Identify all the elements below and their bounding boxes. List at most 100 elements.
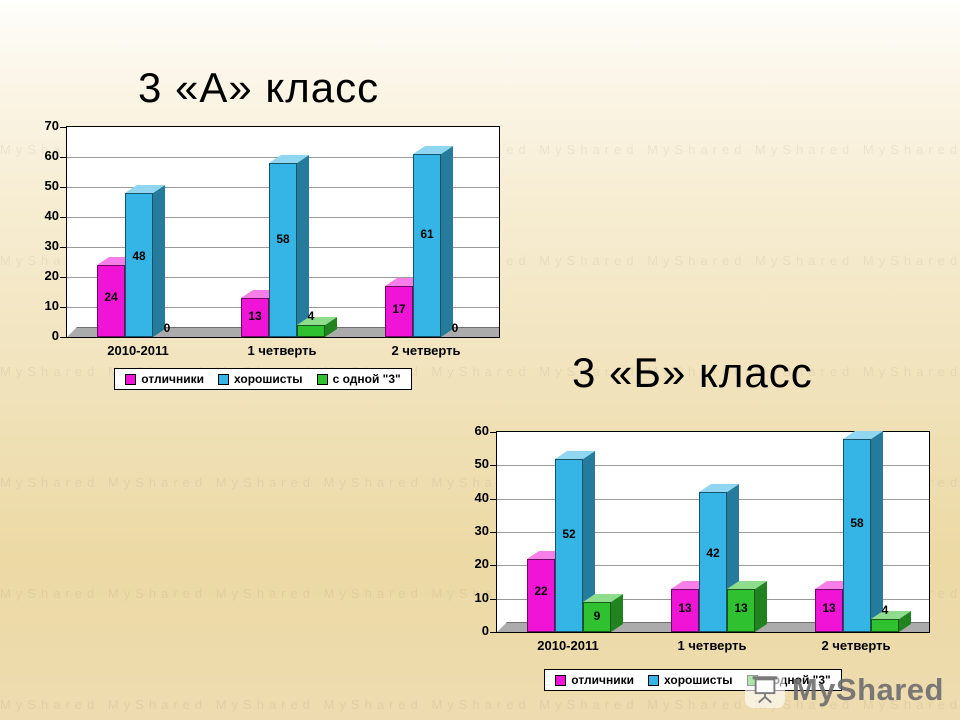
y-axis-tick	[60, 217, 67, 218]
bar-top-face	[671, 581, 711, 589]
legend-label: хорошисты	[234, 372, 303, 386]
y-tick-label: 10	[474, 590, 489, 605]
bar-value-label: 17	[392, 302, 406, 316]
bar-value-label: 13	[822, 601, 836, 615]
legend-item: отличники	[125, 372, 204, 386]
bar	[843, 431, 883, 632]
bar	[727, 581, 767, 632]
bar-top-face	[555, 451, 595, 459]
gridline	[497, 465, 929, 466]
y-tick-label: 20	[474, 556, 489, 571]
bar-top-face	[699, 484, 739, 492]
legend-item: с одной "3"	[316, 372, 401, 386]
y-axis-tick	[60, 277, 67, 278]
chart-a: 0 10 20 30 40 50 60 70 24 48 0 13 58 4 17 61 0 2010-201…	[26, 118, 500, 390]
x-tick-label: 1 четверть	[677, 638, 747, 653]
bar-value-label: 13	[734, 601, 748, 615]
bar-value-label: 13	[248, 309, 262, 323]
legend-swatch	[648, 674, 660, 686]
bar-front-face	[269, 163, 297, 337]
x-tick-label: 2010-2011	[537, 638, 599, 653]
bar-value-label: 0	[451, 321, 459, 335]
y-tick-label: 30	[474, 523, 489, 538]
bar-value-label: 42	[706, 546, 720, 560]
bar-top-face	[385, 278, 425, 286]
y-tick-label: 60	[44, 148, 59, 163]
y-tick-label: 30	[44, 238, 59, 253]
bar-front-face	[527, 559, 555, 632]
y-tick-label: 20	[44, 268, 59, 283]
y-axis-tick	[490, 599, 497, 600]
legend-swatch	[125, 373, 137, 385]
bar	[555, 451, 595, 632]
legend-item: хорошисты	[648, 673, 733, 687]
bar-value-label: 22	[534, 584, 548, 598]
bar	[269, 155, 309, 337]
bar-value-label: 58	[850, 516, 864, 530]
y-axis-tick	[60, 307, 67, 308]
x-tick-label: 2010-2011	[107, 343, 169, 358]
bar	[871, 611, 911, 632]
y-tick-label: 10	[44, 298, 59, 313]
bar-front-face	[843, 439, 871, 632]
bar-top-face	[583, 594, 623, 602]
legend-swatch	[316, 373, 328, 385]
bar	[527, 551, 567, 632]
bar-value-label: 13	[678, 601, 692, 615]
bar-top-face	[269, 155, 309, 163]
y-tick-label: 0	[481, 623, 489, 638]
y-tick-label: 50	[474, 456, 489, 471]
chart-b-x-axis: 2010-2011 1 четверть 2 четверть	[496, 633, 930, 657]
legend-swatch	[218, 373, 230, 385]
y-tick-label: 50	[44, 178, 59, 193]
y-axis-tick	[490, 465, 497, 466]
y-tick-label: 40	[44, 208, 59, 223]
bar-side-face	[441, 146, 453, 337]
x-tick-label: 1 четверть	[247, 343, 317, 358]
bar-value-label: 48	[132, 249, 146, 263]
legend-label: хорошисты	[664, 673, 733, 687]
legend-swatch	[555, 674, 567, 686]
bar-front-face	[871, 619, 899, 632]
bar-side-face	[153, 185, 165, 337]
bar-front-face	[583, 602, 611, 632]
y-tick-label: 0	[51, 328, 59, 343]
bar-front-face	[125, 193, 153, 337]
y-axis-tick	[490, 499, 497, 500]
legend-label: отличники	[571, 673, 635, 687]
y-tick-label: 70	[44, 118, 59, 133]
bar-value-label: 24	[104, 290, 118, 304]
bar-top-face	[413, 146, 453, 154]
bar-top-face	[527, 551, 567, 559]
bar-top-face	[815, 581, 855, 589]
bar-top-face	[125, 185, 165, 193]
myshared-watermark: MyShared	[744, 672, 944, 708]
y-axis-tick	[490, 532, 497, 533]
y-axis-tick	[60, 157, 67, 158]
y-tick-label: 40	[474, 490, 489, 505]
bar-front-face	[413, 154, 441, 337]
y-tick-label: 60	[474, 423, 489, 438]
chart-b-y-axis: 0 10 20 30 40 50 60	[456, 423, 496, 638]
x-tick-label: 2 четверть	[821, 638, 891, 653]
projector-screen-icon	[744, 672, 785, 708]
bar-front-face	[241, 298, 269, 337]
chart-a-legend: отличники хорошисты с одной "3"	[114, 368, 412, 390]
y-axis-tick	[60, 127, 67, 128]
chart-a-y-axis: 0 10 20 30 40 50 60 70	[26, 118, 66, 343]
bar-top-face	[727, 581, 767, 589]
x-tick-label: 2 четверть	[391, 343, 461, 358]
bar-value-label: 61	[420, 227, 434, 241]
bar-front-face	[699, 492, 727, 632]
y-axis-tick	[60, 187, 67, 188]
bar-value-label: 0	[163, 321, 171, 335]
bar-value-label: 52	[562, 527, 576, 541]
bar	[583, 594, 623, 632]
legend-label: отличники	[141, 372, 205, 386]
bar-value-label: 9	[593, 609, 601, 623]
bar-side-face	[297, 155, 309, 337]
legend-label: с одной "3"	[332, 372, 401, 386]
bar-side-face	[611, 594, 623, 632]
chart-a-plot-area: 24 48 0 13 58 4 17 61 0	[60, 126, 500, 338]
